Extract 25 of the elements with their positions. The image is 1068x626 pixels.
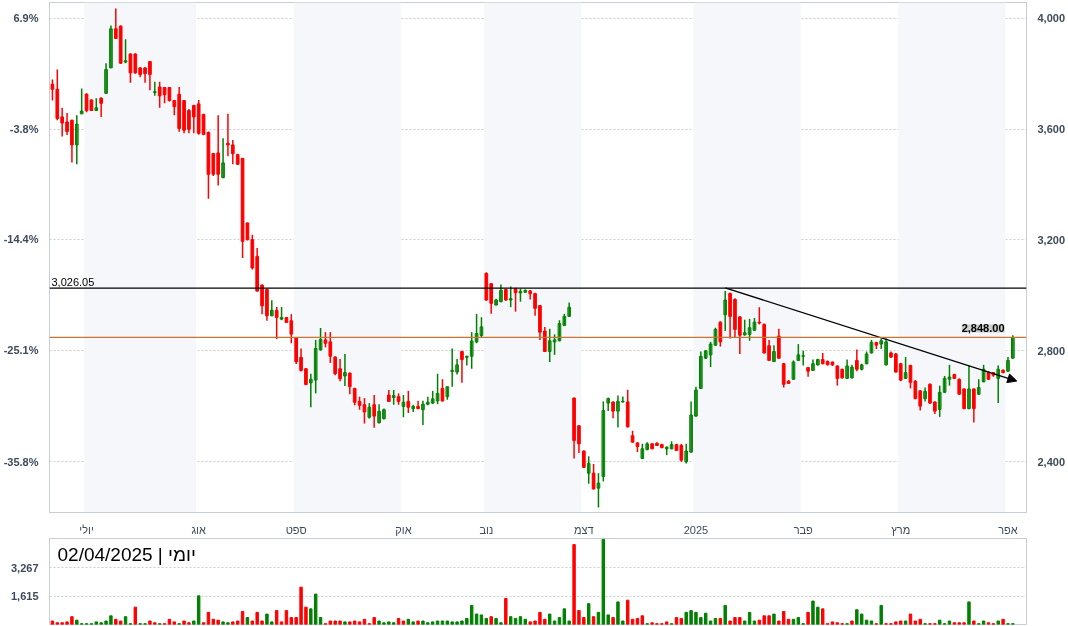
y-tick-label: 3,200	[1037, 233, 1066, 246]
x-tick-label: פבר	[793, 523, 814, 536]
y-tick-label: 2,400	[1037, 455, 1066, 468]
x-tick-label: ספט	[285, 523, 307, 536]
x-tick-label: אוג	[191, 523, 206, 536]
y-tick-label: 3,600	[1037, 123, 1066, 136]
x-tick-label: דצמ	[574, 523, 594, 536]
x-tick-label: יולי	[79, 523, 94, 536]
y-tick-label: 2,800	[1037, 344, 1066, 357]
ref-line-label: 2,848.00	[961, 322, 1005, 335]
x-tick-label: אפר	[998, 523, 1018, 536]
annotation: יומי | 02/04/2025	[57, 543, 196, 565]
y2-tick-label: -35.8%	[3, 455, 39, 468]
x-tick-label: נוב	[479, 523, 494, 536]
x-tick-label: 2025	[683, 523, 709, 536]
y2-tick-label: 6.9%	[13, 12, 39, 25]
x-tick-label: אוק	[395, 523, 412, 536]
y2-tick-label: -25.1%	[3, 344, 39, 357]
y-tick-label: 1,615	[10, 590, 39, 603]
ref-line-label: 3,026.05	[51, 276, 95, 289]
y-tick-label: 4,000	[1037, 12, 1066, 25]
y-tick-label: 3,267	[10, 561, 39, 574]
y2-tick-label: -3.8%	[9, 123, 39, 136]
y2-tick-label: -14.4%	[3, 233, 39, 246]
x-tick-label: מרץ	[891, 523, 911, 536]
